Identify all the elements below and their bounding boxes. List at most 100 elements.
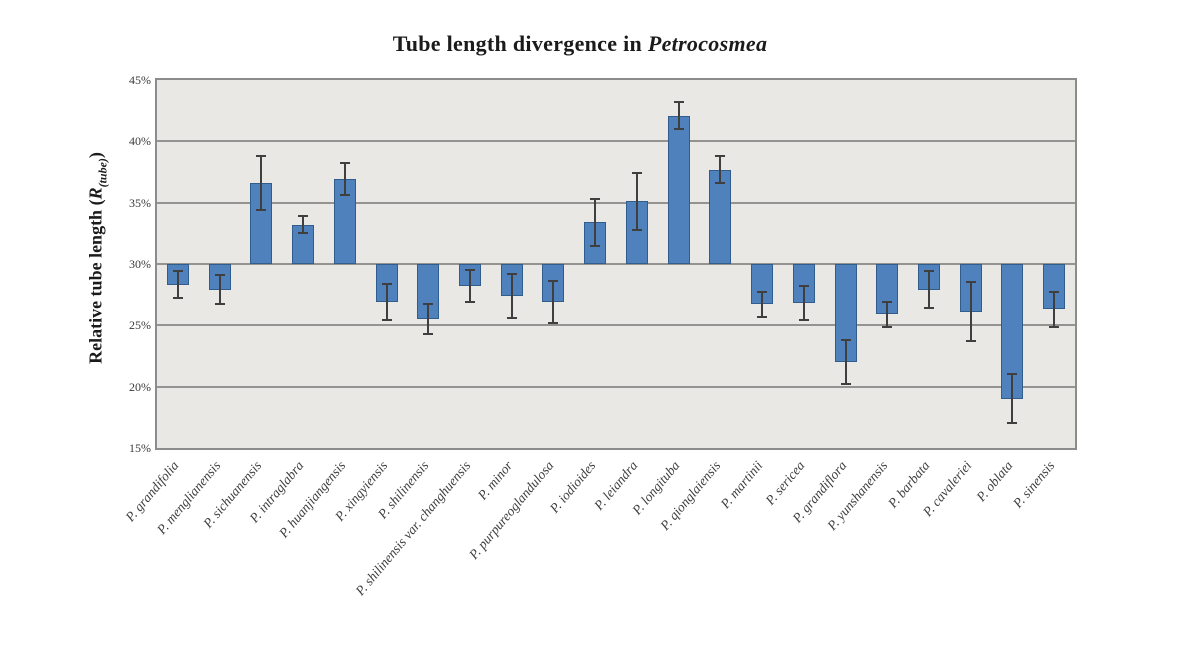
x-tick-label: P. longituba bbox=[628, 458, 683, 518]
error-bar-cap bbox=[882, 301, 893, 304]
x-tick-label: P. grandifolia bbox=[122, 458, 182, 525]
error-bar-cap bbox=[423, 303, 434, 306]
gridline bbox=[157, 263, 1075, 265]
error-bar-cap bbox=[464, 269, 475, 272]
x-tick-label: P. sericea bbox=[762, 458, 808, 508]
error-bar bbox=[969, 282, 972, 342]
y-tick-label: 40% bbox=[129, 134, 151, 149]
error-bar-cap bbox=[298, 232, 309, 235]
error-bar-cap bbox=[840, 383, 851, 386]
error-bar-cap bbox=[882, 325, 893, 328]
error-bar bbox=[927, 271, 930, 309]
x-tick-label: P. huanjiangensis bbox=[275, 458, 349, 541]
error-bar-cap bbox=[172, 297, 183, 300]
x-tick-label: P. minor bbox=[474, 458, 516, 503]
chart-title-text: Tube length divergence in bbox=[392, 31, 648, 56]
error-bar-cap bbox=[923, 307, 934, 310]
error-bar-cap bbox=[1049, 325, 1060, 328]
x-tick-label: P. barbata bbox=[884, 458, 933, 511]
error-bar-cap bbox=[923, 270, 934, 273]
error-bar-cap bbox=[673, 128, 684, 131]
error-bar-cap bbox=[631, 172, 642, 175]
error-bar-cap bbox=[423, 332, 434, 335]
error-bar-cap bbox=[965, 340, 976, 343]
gridline bbox=[157, 385, 1075, 388]
y-axis-title-subscript: (tube) bbox=[95, 158, 110, 188]
error-bar-cap bbox=[673, 101, 684, 104]
error-bar-cap bbox=[757, 291, 768, 294]
error-bar bbox=[635, 173, 638, 230]
error-bar bbox=[343, 163, 346, 196]
error-bar-cap bbox=[506, 316, 517, 319]
error-bar-cap bbox=[1049, 291, 1060, 294]
x-tick-label: P. cavaleriei bbox=[919, 458, 975, 520]
error-bar-cap bbox=[965, 281, 976, 284]
y-axis-title-symbol: R bbox=[85, 187, 106, 200]
error-bar bbox=[468, 270, 471, 303]
x-tick-label: P. purpureoglandulosa bbox=[466, 458, 557, 562]
x-tick-label: P. martinii bbox=[717, 458, 766, 512]
error-bar-cap bbox=[298, 215, 309, 218]
x-tick-label: P. menglianensis bbox=[153, 458, 224, 537]
error-bar bbox=[218, 275, 221, 305]
error-bar bbox=[844, 340, 847, 385]
x-tick-label: P. xingyiensis bbox=[331, 458, 390, 524]
error-bar bbox=[594, 198, 597, 246]
error-bar-cap bbox=[1007, 373, 1018, 376]
error-bar-cap bbox=[715, 182, 726, 185]
error-bar-cap bbox=[172, 270, 183, 273]
x-tick-label: P. oblata bbox=[973, 458, 1016, 505]
error-bar-cap bbox=[464, 301, 475, 304]
y-axis-title-text: Relative tube length ( bbox=[85, 199, 106, 364]
chart-title-genus: Petrocosmea bbox=[647, 31, 768, 56]
gridline bbox=[157, 201, 1075, 204]
x-tick-label: P. shilinensis bbox=[375, 458, 432, 522]
error-bar-cap bbox=[590, 244, 601, 247]
x-tick-label: P. leiandra bbox=[590, 458, 641, 513]
error-bar-cap bbox=[214, 274, 225, 277]
error-bar-cap bbox=[798, 319, 809, 322]
error-bar bbox=[677, 102, 680, 130]
error-bar bbox=[719, 156, 722, 184]
error-bar-cap bbox=[840, 339, 851, 342]
error-bar-cap bbox=[256, 209, 267, 212]
error-bar bbox=[176, 271, 179, 299]
error-bar bbox=[302, 216, 305, 234]
x-tick-label: P. yunshanensis bbox=[824, 458, 891, 533]
error-bar-cap bbox=[798, 285, 809, 288]
error-bar-cap bbox=[590, 197, 601, 200]
error-bar bbox=[552, 281, 555, 323]
y-tick-label: 20% bbox=[129, 379, 151, 394]
gridline bbox=[157, 324, 1075, 327]
error-bar-cap bbox=[1007, 422, 1018, 425]
error-bar bbox=[510, 273, 513, 318]
y-tick-label: 15% bbox=[129, 441, 151, 455]
error-bar bbox=[260, 156, 263, 211]
y-tick-label: 45% bbox=[129, 73, 151, 87]
error-bar-cap bbox=[339, 162, 350, 165]
error-bar bbox=[1011, 374, 1014, 424]
error-bar bbox=[886, 302, 889, 327]
x-tick-label: P. intraglabra bbox=[246, 458, 307, 526]
error-bar-cap bbox=[631, 228, 642, 231]
error-bar-cap bbox=[548, 321, 559, 324]
error-bar-cap bbox=[506, 272, 517, 275]
error-bar bbox=[1053, 292, 1056, 327]
y-axis-title: Relative tube length (R(tube)) bbox=[86, 152, 111, 364]
error-bar bbox=[802, 286, 805, 321]
x-tick-label: P. shilinensis var. changhuensis bbox=[352, 458, 474, 599]
error-bar-cap bbox=[214, 303, 225, 306]
x-tick-label: P. grandiflora bbox=[788, 458, 849, 526]
bar bbox=[667, 115, 690, 264]
y-axis-title-close: ) bbox=[85, 152, 106, 159]
chart-title: Tube length divergence in Petrocosmea bbox=[120, 31, 1040, 57]
x-tick-label: P. sinensis bbox=[1010, 458, 1058, 511]
error-bar bbox=[761, 292, 764, 317]
error-bar-cap bbox=[715, 155, 726, 158]
x-tick-label: P. qionglaiensis bbox=[657, 458, 724, 533]
error-bar-cap bbox=[757, 315, 768, 318]
error-bar-cap bbox=[256, 155, 267, 158]
error-bar-cap bbox=[339, 194, 350, 197]
error-bar-cap bbox=[381, 282, 392, 285]
